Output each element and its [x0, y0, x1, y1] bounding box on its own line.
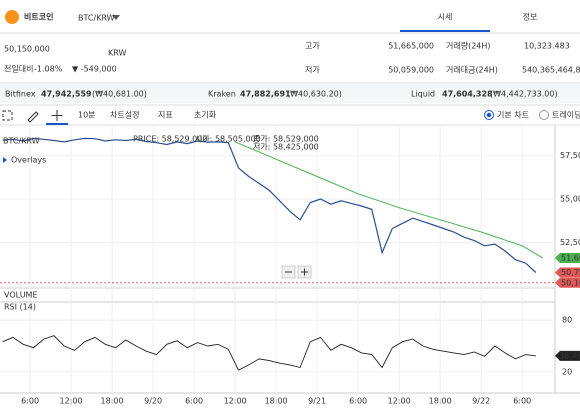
- price-tag: [555, 252, 580, 263]
- coin-name: 비트코인: [24, 12, 53, 22]
- exchange-krw: (₩40,630.20): [287, 90, 342, 99]
- radio-off[interactable]: [539, 110, 549, 120]
- pencil-icon[interactable]: [27, 111, 39, 123]
- price-tag-label: 50,759: [561, 268, 580, 277]
- stat-value: 50,059,000: [388, 66, 434, 75]
- chart-mode[interactable]: 기본 차트: [497, 111, 529, 120]
- y-tick-label: 20: [562, 367, 572, 376]
- x-tick-label: 9/22: [472, 397, 490, 406]
- rsi-label: RSI (14): [4, 303, 36, 312]
- dropdown-arrow[interactable]: [112, 15, 120, 20]
- change-label: 전일대비: [4, 64, 33, 74]
- rsi-tag: [555, 350, 580, 361]
- price-line: [2, 137, 537, 273]
- price-line: [234, 141, 543, 259]
- legend-text: 종가: 58,529,000: [253, 135, 319, 144]
- x-tick-label: 6:00: [513, 397, 531, 406]
- rsi-line: [2, 335, 536, 371]
- toolbar-item[interactable]: 차트설정: [110, 110, 139, 120]
- toolbar-item[interactable]: 지표: [158, 111, 173, 120]
- rsi-tag-label: 38.4896: [559, 351, 580, 360]
- price-tag-label: 50,167: [561, 278, 580, 287]
- exchange-name: Bitfinex: [5, 90, 36, 99]
- legend-text: 시가: 58,505,000: [195, 135, 261, 144]
- x-tick-label: 6:00: [185, 397, 203, 406]
- exchange-band: [0, 84, 580, 103]
- stat-label: 고가: [305, 42, 320, 51]
- y-tick-label: 80: [562, 316, 572, 325]
- stat-label: 저가: [305, 66, 320, 75]
- toolbar-item[interactable]: 초기화: [194, 111, 217, 120]
- exchange-price: 47,942,559: [41, 90, 92, 99]
- overlays-label[interactable]: Overlays: [11, 156, 46, 165]
- fullscreen-icon[interactable]: [2, 110, 13, 121]
- exchange-price: 47,882,691: [240, 90, 291, 99]
- exchange-krw: (₩4,442,733.00): [490, 90, 558, 99]
- stat-value: 540,365,464,894: [522, 66, 580, 75]
- stat-value: 51,665,000: [388, 42, 434, 51]
- x-tick-label: 12:00: [388, 397, 411, 406]
- exchange-price: 47,604,328: [442, 90, 493, 99]
- price-tag-label: 51,600: [561, 253, 580, 262]
- volume-label: VOLUME: [4, 291, 38, 300]
- tab[interactable]: 정보: [523, 12, 538, 22]
- exchange-krw: (₩40,681.00): [92, 90, 147, 99]
- x-tick-label: 9/21: [308, 397, 326, 406]
- exchange-name: Kraken: [208, 90, 236, 99]
- x-tick-label: 6:00: [349, 397, 367, 406]
- x-tick-label: 12:00: [224, 397, 247, 406]
- overlays-arrow[interactable]: [3, 157, 7, 163]
- y-tick-label: 52,500: [560, 238, 580, 247]
- x-tick-label: 18:00: [265, 397, 288, 406]
- legend-text: PRICE: 58,529,000: [133, 135, 207, 144]
- coin-icon: [5, 10, 19, 24]
- tab[interactable]: 시세: [438, 13, 453, 22]
- x-tick-label: 18:00: [101, 397, 124, 406]
- interval[interactable]: 10분: [78, 111, 96, 120]
- price-tag: [555, 267, 580, 278]
- crosshair-icon[interactable]: [51, 110, 63, 121]
- x-tick-label: 18:00: [429, 397, 452, 406]
- change-pct: -1.08%: [34, 65, 63, 74]
- y-tick-label: 57,500: [560, 151, 580, 160]
- legend-text: 저가: 58,425,000: [253, 143, 319, 152]
- exchange-name: Liquid: [411, 90, 435, 99]
- radio-dot: [486, 112, 492, 118]
- stat-label: 거래량(24H): [446, 41, 491, 51]
- price-tag: [555, 277, 580, 288]
- pair: BTC/KRW: [78, 14, 115, 23]
- pair-label: BTC/KRW: [3, 137, 40, 146]
- change-amt: ▼ -549,000: [72, 65, 117, 74]
- chart-mode[interactable]: 트레이딩뷰: [552, 110, 580, 120]
- x-tick-label: 6:00: [21, 397, 39, 406]
- stat-label: 거래대금(24H): [446, 66, 498, 75]
- x-tick-label: 12:00: [60, 397, 83, 406]
- zoom-in-icon: [301, 268, 308, 276]
- x-tick-label: 9/20: [144, 397, 162, 406]
- y-tick-label: 55,000: [560, 195, 580, 204]
- stat-value: 10,323.483: [524, 42, 570, 51]
- currency: KRW: [108, 49, 126, 58]
- current-price: 50,150,000: [4, 45, 50, 54]
